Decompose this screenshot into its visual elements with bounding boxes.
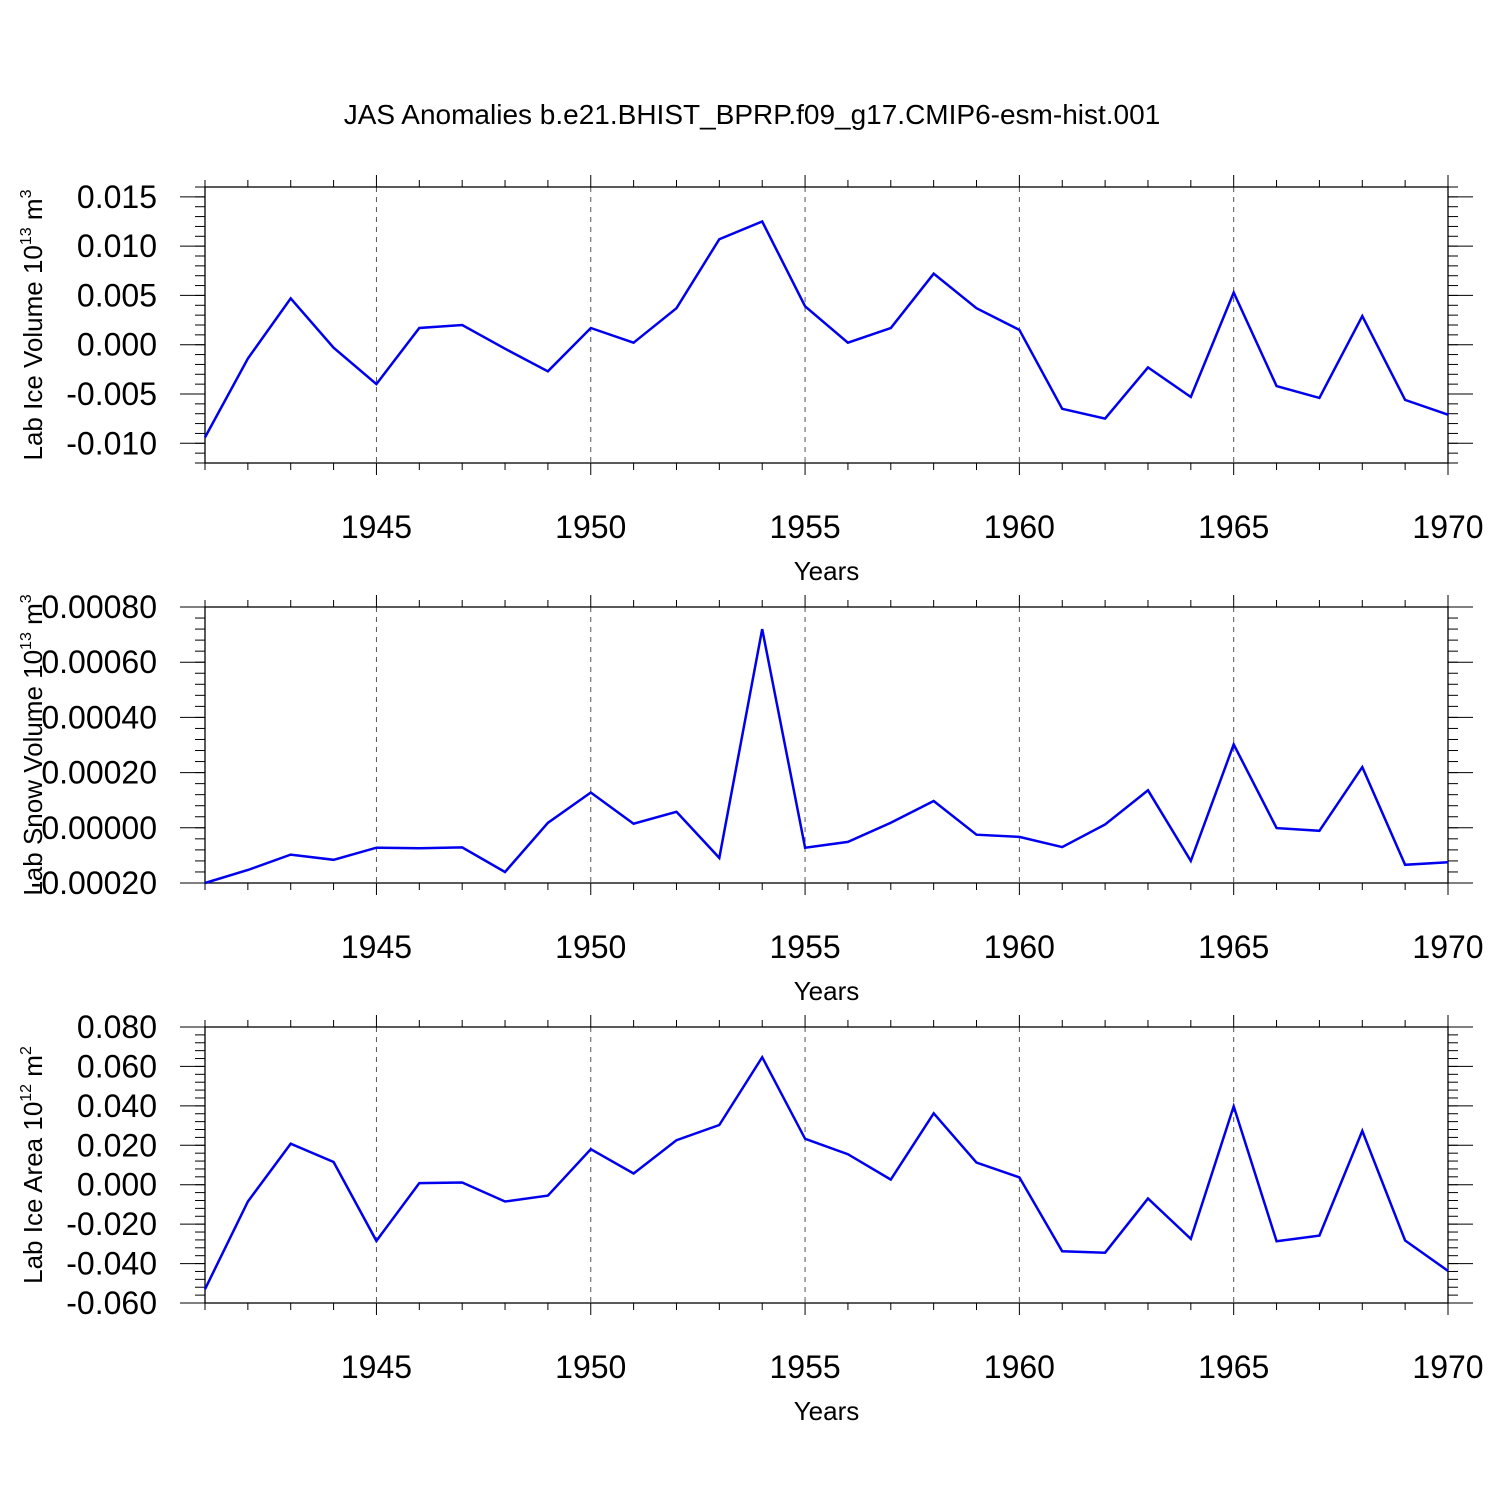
panel-1-xtick-label: 1945 bbox=[341, 509, 412, 545]
panel-2-xtick-label: 1950 bbox=[555, 929, 626, 965]
panel-3-xtick-label: 1960 bbox=[984, 1349, 1055, 1385]
panel-1-xtick-label: 1950 bbox=[555, 509, 626, 545]
panel-2-axis-frame bbox=[204, 606, 1449, 884]
panel-1-x-axis-label: Years bbox=[794, 556, 860, 586]
panel-3-ytick-label: 0.000 bbox=[77, 1167, 157, 1203]
panel-1-ytick-label: -0.005 bbox=[66, 376, 157, 412]
panel-2-xtick-label: 1955 bbox=[769, 929, 840, 965]
panel-1-series-line bbox=[203, 219, 1449, 438]
panel-2-ytick-label: 0.00000 bbox=[41, 810, 157, 846]
figure-title: JAS Anomalies b.e21.BHIST_BPRP.f09_g17.C… bbox=[344, 99, 1161, 130]
panel-1-ytick-label: 0.000 bbox=[77, 327, 157, 363]
panel-2-series-line bbox=[204, 628, 1449, 885]
panel-1-xtick-label: 1965 bbox=[1198, 509, 1269, 545]
panel-2-xtick-label: 1960 bbox=[984, 929, 1055, 965]
panel-3-ytick-label: -0.040 bbox=[66, 1246, 157, 1282]
panel-2-ytick-label: 0.00020 bbox=[41, 755, 157, 791]
panel-1: -0.010 -0.005 0.000 0.005 0.010 0.015 1945 1950… bbox=[18, 175, 1484, 586]
panel-3-axis-frame bbox=[204, 1026, 1449, 1304]
panel-1-y-axis-label: Lab Ice Volume 1013 m3 bbox=[18, 189, 48, 460]
panel-1-ytick-label: 0.010 bbox=[77, 228, 157, 264]
panel-3-xtick-label: 1955 bbox=[769, 1349, 840, 1385]
panel-3-series-line bbox=[203, 1054, 1449, 1290]
panel-3-ytick-label: -0.020 bbox=[66, 1206, 157, 1242]
panel-2-ytick-label: -0.00020 bbox=[31, 865, 157, 901]
panel-3-ytick-label: 0.040 bbox=[77, 1088, 157, 1124]
panel-1-xtick-label: 1955 bbox=[769, 509, 840, 545]
panel-3-x-axis-label: Years bbox=[794, 1396, 860, 1426]
panel-1-ytick-label: 0.015 bbox=[77, 179, 157, 215]
panel-3-xtick-label: 1970 bbox=[1412, 1349, 1483, 1385]
panel-3-y-axis-label: Lab Ice Area 1012 m2 bbox=[18, 1046, 48, 1284]
panel-3-xtick-label: 1950 bbox=[555, 1349, 626, 1385]
panel-3-ytick-label: 0.060 bbox=[77, 1048, 157, 1084]
panel-3-ytick-label: 0.020 bbox=[77, 1127, 157, 1163]
panel-3-ytick-label: -0.060 bbox=[66, 1285, 157, 1321]
panel-2-x-axis-label: Years bbox=[794, 976, 860, 1006]
panel-3-xtick-label: 1965 bbox=[1198, 1349, 1269, 1385]
panel-2-xtick-label: 1945 bbox=[341, 929, 412, 965]
panel-3-xtick-label: 1945 bbox=[341, 1349, 412, 1385]
panel-1-xtick-label: 1960 bbox=[984, 509, 1055, 545]
panel-1-ytick-label: -0.010 bbox=[66, 425, 157, 461]
panel-1-xtick-label: 1970 bbox=[1412, 509, 1483, 545]
panels: -0.010 -0.005 0.000 0.005 0.010 0.015 1945 1950… bbox=[18, 175, 1484, 1426]
panel-1-ytick-label: 0.005 bbox=[77, 277, 157, 313]
panel-2-ytick-label: 0.00080 bbox=[41, 589, 157, 625]
panel-2-y-axis-label: Lab Snow Volume 1013 m3 bbox=[18, 594, 48, 895]
panel-2-xtick-label: 1965 bbox=[1198, 929, 1269, 965]
panel-2-ytick-label: 0.00040 bbox=[41, 699, 157, 735]
panel-2-xtick-label: 1970 bbox=[1412, 929, 1483, 965]
panel-2: -0.00020 0.00000 0.00020 0.00040 0.00060 0.00… bbox=[18, 589, 1484, 1006]
panel-2-ytick-label: 0.00060 bbox=[41, 644, 157, 680]
panel-3-ytick-label: 0.080 bbox=[77, 1009, 157, 1045]
